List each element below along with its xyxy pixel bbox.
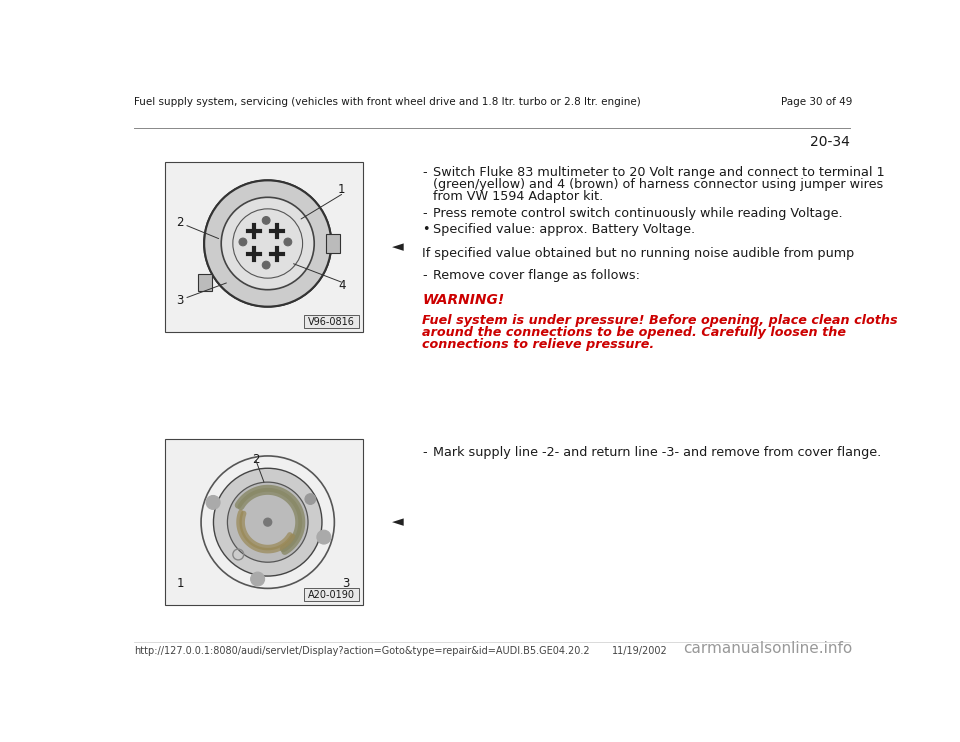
- Text: •: •: [422, 223, 430, 237]
- Text: 1: 1: [338, 183, 346, 196]
- Text: (green/yellow) and 4 (brown) of harness connector using jumper wires: (green/yellow) and 4 (brown) of harness …: [433, 178, 883, 191]
- Text: A20-0190: A20-0190: [308, 590, 355, 600]
- Text: If specified value obtained but no running noise audible from pump: If specified value obtained but no runni…: [422, 247, 854, 260]
- Text: Remove cover flange as follows:: Remove cover flange as follows:: [433, 269, 640, 282]
- Text: ◄: ◄: [392, 240, 403, 255]
- Text: Mark supply line -2- and return line -3- and remove from cover flange.: Mark supply line -2- and return line -3-…: [433, 445, 881, 459]
- Text: -: -: [422, 166, 427, 179]
- Text: WARNING!: WARNING!: [422, 292, 505, 306]
- Text: 1: 1: [177, 577, 184, 590]
- Circle shape: [228, 482, 308, 562]
- Text: 3: 3: [177, 295, 184, 307]
- Bar: [165, 439, 363, 605]
- Circle shape: [239, 238, 247, 246]
- Text: Press remote control switch continuously while reading Voltage.: Press remote control switch continuously…: [433, 206, 843, 220]
- Circle shape: [213, 468, 322, 576]
- Bar: [325, 234, 340, 253]
- Text: 11/19/2002: 11/19/2002: [612, 646, 668, 656]
- Text: 20-34: 20-34: [810, 135, 850, 149]
- Text: -: -: [422, 269, 427, 282]
- Text: 2: 2: [177, 216, 184, 229]
- Bar: [165, 162, 363, 332]
- Text: Fuel supply system, servicing (vehicles with front wheel drive and 1.8 ltr. turb: Fuel supply system, servicing (vehicles …: [134, 96, 640, 107]
- Text: Switch Fluke 83 multimeter to 20 Volt range and connect to terminal 1: Switch Fluke 83 multimeter to 20 Volt ra…: [433, 166, 885, 179]
- Text: http://127.0.0.1:8080/audi/servlet/Display?action=Goto&type=repair&id=AUDI.B5.GE: http://127.0.0.1:8080/audi/servlet/Displ…: [134, 646, 589, 656]
- Text: 4: 4: [338, 279, 346, 292]
- Text: ◄: ◄: [392, 514, 403, 529]
- Circle shape: [221, 197, 314, 289]
- Text: from VW 1594 Adaptor kit.: from VW 1594 Adaptor kit.: [433, 190, 603, 203]
- Text: V96-0816: V96-0816: [308, 317, 355, 326]
- Circle shape: [251, 572, 265, 586]
- Circle shape: [206, 496, 220, 509]
- Bar: [198, 275, 212, 292]
- Text: Page 30 of 49: Page 30 of 49: [781, 96, 852, 107]
- Text: around the connections to be opened. Carefully loosen the: around the connections to be opened. Car…: [422, 326, 847, 339]
- Circle shape: [317, 531, 331, 544]
- Bar: [304, 588, 359, 601]
- Text: -: -: [422, 206, 427, 220]
- Bar: [304, 315, 359, 328]
- Circle shape: [200, 454, 336, 590]
- Text: 2: 2: [252, 453, 260, 466]
- Text: 3: 3: [342, 577, 349, 590]
- Circle shape: [284, 238, 292, 246]
- Text: carmanualsonline.info: carmanualsonline.info: [684, 641, 852, 656]
- Text: connections to relieve pressure.: connections to relieve pressure.: [422, 338, 655, 351]
- Text: -: -: [422, 445, 427, 459]
- Circle shape: [204, 180, 331, 306]
- Circle shape: [263, 518, 273, 527]
- Circle shape: [262, 217, 270, 224]
- Text: Fuel system is under pressure! Before opening, place clean cloths: Fuel system is under pressure! Before op…: [422, 314, 898, 327]
- Text: Specified value: approx. Battery Voltage.: Specified value: approx. Battery Voltage…: [433, 223, 695, 237]
- Circle shape: [305, 493, 316, 505]
- Circle shape: [262, 261, 270, 269]
